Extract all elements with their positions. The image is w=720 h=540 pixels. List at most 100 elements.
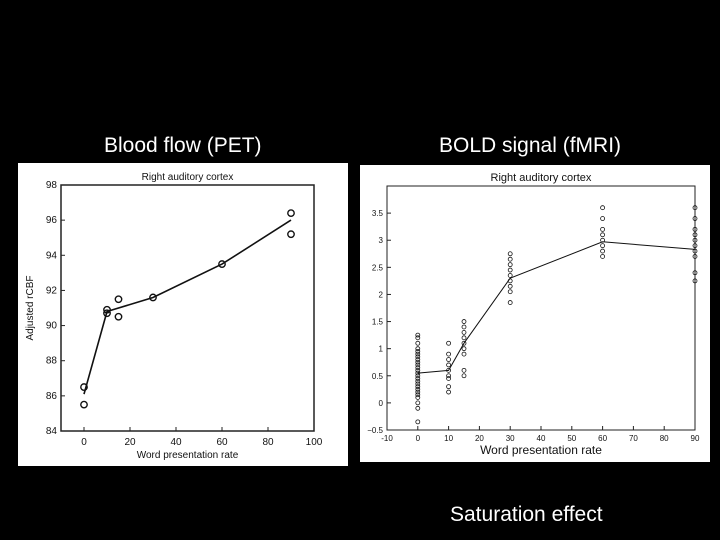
data-point (415, 405, 421, 411)
data-point (415, 340, 421, 346)
y-tick-label: 90 (46, 321, 58, 332)
x-tick-label: 60 (216, 437, 228, 448)
data-point (461, 335, 467, 341)
data-point (461, 340, 467, 346)
pet-chart: Right auditory cortex 0 20 40 60 80 100 84 86 88 9… (25, 172, 323, 461)
data-point (692, 205, 698, 211)
data-point (446, 376, 451, 381)
data-point (446, 367, 451, 373)
data-point (446, 389, 451, 395)
y-tick-label: 0.5 (372, 372, 384, 381)
data-point (507, 256, 513, 262)
x-tick-label: 20 (475, 434, 484, 443)
data-point (692, 216, 698, 221)
data-point (446, 340, 451, 346)
data-point (415, 359, 421, 365)
pet-chart-panel: Right auditory cortex 0 20 40 60 80 100 84 86 88 9… (18, 163, 348, 466)
data-point (600, 237, 606, 243)
data-point (446, 351, 451, 357)
data-point (600, 216, 606, 221)
data-point (103, 305, 111, 314)
y-tick-label: 98 (46, 180, 58, 191)
data-point (507, 278, 513, 284)
y-tick-label: 3 (379, 236, 384, 245)
plot-frame (386, 185, 696, 431)
data-point (692, 270, 698, 276)
data-point (461, 373, 467, 379)
x-tick-label: 80 (262, 437, 274, 448)
y-tick-label: 1.5 (372, 318, 384, 327)
data-point (507, 283, 513, 289)
data-point (114, 295, 123, 304)
data-point (600, 254, 606, 259)
x-tick-label: 10 (444, 434, 453, 443)
data-point (692, 243, 698, 249)
data-point (415, 389, 421, 395)
data-point (415, 370, 421, 376)
data-point (461, 346, 467, 352)
y-tick-label: −0.5 (367, 426, 383, 435)
y-tick-label: 2.5 (372, 263, 384, 272)
data-point (692, 237, 698, 243)
chart-title: Right auditory cortex (142, 172, 234, 183)
data-point (149, 293, 157, 302)
data-point (415, 351, 421, 357)
x-tick-label: 60 (598, 434, 607, 443)
data-point (415, 348, 421, 354)
data-point (415, 378, 421, 384)
data-point (80, 383, 88, 391)
y-tick-label: 94 (46, 250, 58, 261)
data-point (446, 384, 451, 390)
data-point (415, 419, 421, 425)
data-point (415, 373, 421, 379)
data-point (415, 357, 421, 362)
data-point (80, 400, 88, 409)
data-point (415, 354, 421, 360)
data-point (600, 243, 606, 249)
chart-title: Right auditory cortex (491, 172, 592, 184)
x-tick-label: 20 (124, 437, 136, 448)
data-point (507, 300, 513, 305)
x-tick-label: 70 (629, 434, 638, 443)
data-point (415, 376, 421, 381)
data-point (507, 289, 513, 295)
y-tick-label: 96 (46, 215, 58, 226)
data-point (692, 278, 698, 284)
data-point (415, 367, 421, 373)
x-tick-label: 40 (537, 434, 546, 443)
data-point (446, 373, 451, 379)
data-point (114, 312, 123, 321)
x-tick-label: 80 (660, 434, 669, 443)
y-tick-label: 86 (46, 391, 58, 402)
x-axis-label: Word presentation rate (480, 443, 602, 457)
x-tick-label: 100 (306, 437, 323, 448)
data-point (415, 392, 421, 398)
y-tick-label: 3.5 (372, 209, 384, 218)
pet-heading: Blood flow (PET) (104, 134, 262, 157)
data-point (600, 205, 606, 211)
x-tick-label: -10 (381, 434, 393, 443)
data-point (507, 273, 513, 278)
saturation-caption: Saturation effect (450, 503, 603, 526)
y-tick-label: 88 (46, 356, 58, 367)
data-point (415, 386, 421, 392)
y-tick-label: 84 (46, 426, 58, 437)
data-point (507, 267, 513, 273)
data-point (446, 362, 451, 368)
data-point (287, 230, 295, 239)
x-tick-label: 90 (691, 434, 700, 443)
data-point (600, 248, 606, 254)
data-point (692, 232, 698, 238)
x-tick-label: 40 (170, 437, 182, 448)
x-axis-label: Word presentation rate (137, 450, 239, 461)
data-point (461, 319, 467, 324)
data-point (692, 226, 698, 232)
data-point (600, 226, 606, 232)
x-tick-label: 50 (567, 434, 576, 443)
fmri-chart-panel: Right auditory cortex -10 0 10 20 30 40 50 60 70 8… (360, 165, 710, 462)
y-tick-label: 2 (379, 290, 384, 299)
data-point (600, 232, 606, 238)
data-point (461, 367, 467, 373)
series-line (83, 219, 292, 395)
data-point (461, 324, 467, 330)
